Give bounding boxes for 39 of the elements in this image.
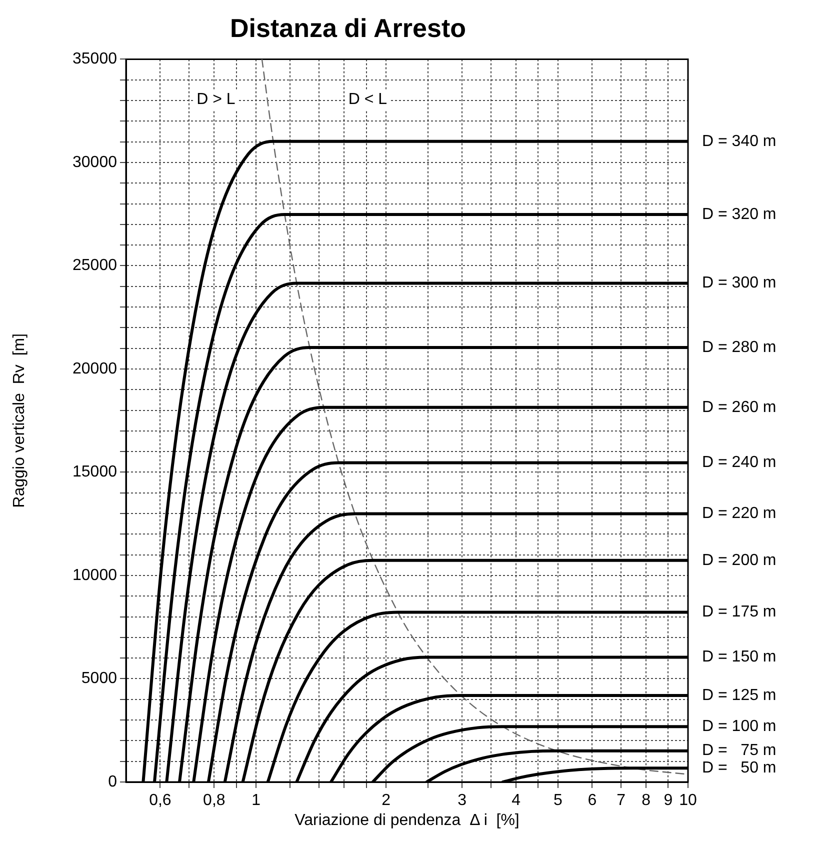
- x-tick-label: 9: [664, 792, 673, 810]
- y-tick-label: 30000: [72, 154, 118, 171]
- series-label: D = 50 m: [702, 760, 776, 777]
- series-label: D = 320 m: [702, 206, 776, 223]
- x-tick-label: 1: [252, 792, 261, 810]
- y-tick-label: 20000: [72, 360, 118, 378]
- y-tick-label: 5000: [81, 670, 118, 688]
- y-tick-label: 25000: [72, 257, 118, 274]
- series-label: D = 150 m: [702, 648, 776, 666]
- series-label: D = 200 m: [702, 552, 776, 569]
- series-label: D = 300 m: [702, 274, 776, 292]
- x-tick-label: 7: [616, 792, 626, 810]
- annotation: D > L: [196, 91, 236, 108]
- series-label: D = 240 m: [702, 454, 776, 472]
- y-tick-label: 35000: [72, 50, 118, 68]
- y-tick-label: 0: [108, 773, 118, 790]
- series-label: D = 340 m: [702, 132, 776, 150]
- x-tick-label: 5: [554, 792, 563, 810]
- y-tick-label: 10000: [72, 566, 118, 584]
- series-label: D = 125 m: [702, 686, 776, 704]
- series-label: D = 280 m: [702, 338, 776, 356]
- x-tick-label: 3: [458, 792, 467, 810]
- annotation: D < L: [348, 91, 388, 108]
- x-axis-title: Variazione di pendenza Δ i [%]: [294, 812, 520, 829]
- series-label: D = 260 m: [702, 398, 776, 416]
- x-tick-label: 8: [642, 792, 651, 810]
- series-label: D = 175 m: [702, 604, 776, 621]
- series-label: D = 100 m: [702, 718, 776, 736]
- y-tick-label: 15000: [72, 464, 118, 481]
- x-tick-label: 6: [588, 792, 597, 810]
- x-tick-label: 2: [382, 792, 391, 810]
- x-tick-label: 0,6: [149, 792, 172, 810]
- x-tick-label: 0,8: [203, 792, 226, 810]
- x-tick-label: 4: [512, 792, 521, 810]
- series-label: D = 75 m: [702, 742, 776, 760]
- y-axis-title: Raggio verticale Rv [m]: [11, 333, 28, 508]
- chart-title: Distanza di Arresto: [230, 12, 466, 43]
- x-tick-label: 10: [679, 792, 697, 810]
- series-label: D = 220 m: [702, 505, 776, 522]
